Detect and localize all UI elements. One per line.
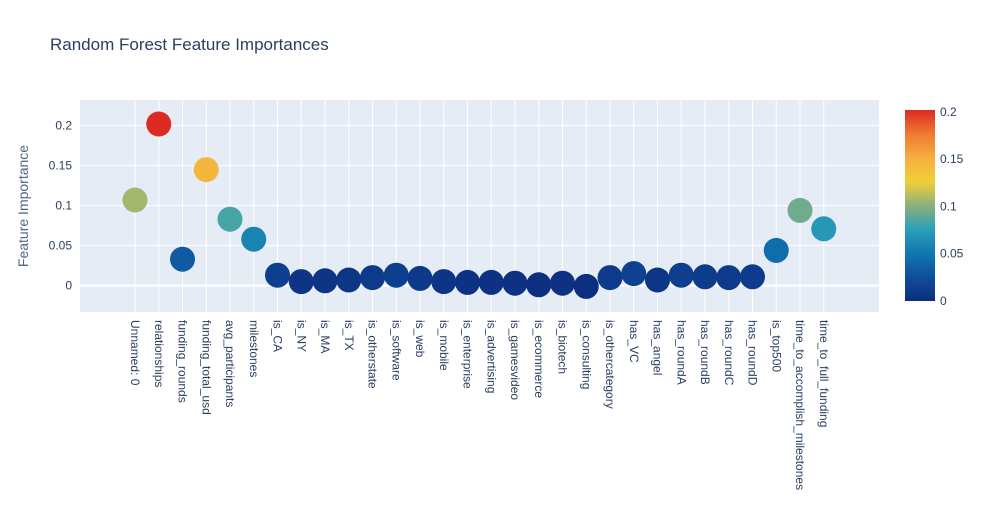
x-tick-label: is_gamesvideo: [508, 320, 522, 400]
x-tick-label: is_othercategory: [603, 320, 617, 409]
x-tick-label: has_roundC: [722, 320, 736, 386]
data-point[interactable]: [193, 157, 219, 183]
x-tick-label: has_angel: [651, 320, 665, 375]
data-point[interactable]: [716, 265, 742, 291]
data-point[interactable]: [265, 262, 290, 288]
x-tick-label: has_roundD: [746, 320, 760, 386]
x-tick-label: is_advertising: [484, 320, 498, 393]
data-point[interactable]: [170, 246, 195, 272]
x-tick-label: is_ecommerce: [532, 320, 546, 398]
colorbar-tick-label: 0.1: [940, 199, 957, 213]
x-tick-label: is_consulting: [579, 320, 593, 389]
x-tick-label: funding_rounds: [176, 320, 190, 403]
x-tick-labels: Unnamed: 0 relationships funding_rounds fun…: [128, 320, 831, 490]
y-tick-label: 0.05: [49, 239, 73, 253]
x-tick-label: time_to_full_funding: [817, 320, 831, 427]
data-point[interactable]: [431, 269, 457, 295]
data-point[interactable]: [360, 265, 385, 291]
y-axis-title: Feature Importance: [15, 145, 31, 267]
data-point[interactable]: [455, 269, 480, 295]
data-point[interactable]: [312, 268, 338, 294]
x-tick-label: has_roundB: [698, 320, 712, 385]
colorbar-tick-label: 0.15: [940, 152, 964, 166]
x-tick-label: milestones: [247, 320, 261, 377]
colorbar-tick-labels: 0 0.05 0.1 0.15 0.2: [940, 105, 964, 308]
data-point[interactable]: [811, 216, 837, 242]
x-tick-label: is_TX: [342, 320, 356, 351]
data-point[interactable]: [692, 264, 718, 290]
data-point[interactable]: [288, 269, 314, 295]
x-tick-label: has_VC: [627, 320, 641, 363]
data-point[interactable]: [787, 197, 813, 223]
data-point[interactable]: [478, 269, 504, 295]
data-point[interactable]: [573, 273, 599, 299]
colorbar-tick-label: 0.2: [940, 105, 957, 119]
data-point[interactable]: [217, 206, 243, 232]
colorbar-tick-label: 0.05: [940, 247, 964, 261]
data-point[interactable]: [241, 226, 267, 252]
x-tick-label: has_roundA: [674, 320, 688, 385]
data-point[interactable]: [668, 262, 694, 288]
y-tick-label: 0.15: [49, 159, 73, 173]
x-tick-label: time_to_accomplish_milestones: [793, 320, 807, 490]
x-tick-label: Unnamed: 0: [128, 320, 142, 386]
data-point[interactable]: [550, 270, 575, 296]
y-tick-label: 0.1: [55, 199, 72, 213]
data-point[interactable]: [645, 267, 670, 293]
data-point[interactable]: [763, 237, 789, 263]
y-tick-label: 0: [65, 279, 72, 293]
colorbar-tick-label: 0: [940, 294, 947, 308]
x-tick-label: avg_participants: [223, 320, 237, 407]
data-point[interactable]: [336, 267, 362, 293]
data-point[interactable]: [407, 265, 433, 291]
y-tick-labels: 0 0.05 0.1 0.15 0.2: [49, 119, 73, 293]
colorbar: [905, 110, 935, 301]
x-tick-label: is_NY: [294, 320, 308, 352]
data-point[interactable]: [621, 261, 647, 287]
x-tick-label: is_mobile: [437, 320, 451, 371]
x-tick-label: is_top500: [769, 320, 783, 372]
x-tick-label: is_MA: [318, 320, 332, 353]
data-markers: [122, 111, 837, 299]
data-point[interactable]: [122, 187, 148, 213]
chart-title: Random Forest Feature Importances: [50, 35, 329, 54]
x-tick-label: is_otherstate: [366, 320, 380, 389]
data-point[interactable]: [383, 262, 409, 288]
x-tick-label: is_biotech: [556, 320, 570, 374]
data-point[interactable]: [597, 265, 623, 291]
x-tick-label: is_software: [389, 320, 403, 381]
data-point[interactable]: [146, 111, 172, 137]
data-point[interactable]: [502, 270, 528, 296]
x-tick-label: is_enterprise: [461, 320, 475, 389]
x-tick-label: funding_total_usd: [199, 320, 213, 415]
x-tick-label: is_web: [413, 320, 427, 358]
data-point[interactable]: [740, 264, 765, 290]
y-tick-label: 0.2: [55, 119, 72, 133]
x-tick-label: relationships: [152, 320, 166, 387]
x-tick-label: is_CA: [271, 320, 285, 352]
data-point[interactable]: [526, 272, 552, 298]
